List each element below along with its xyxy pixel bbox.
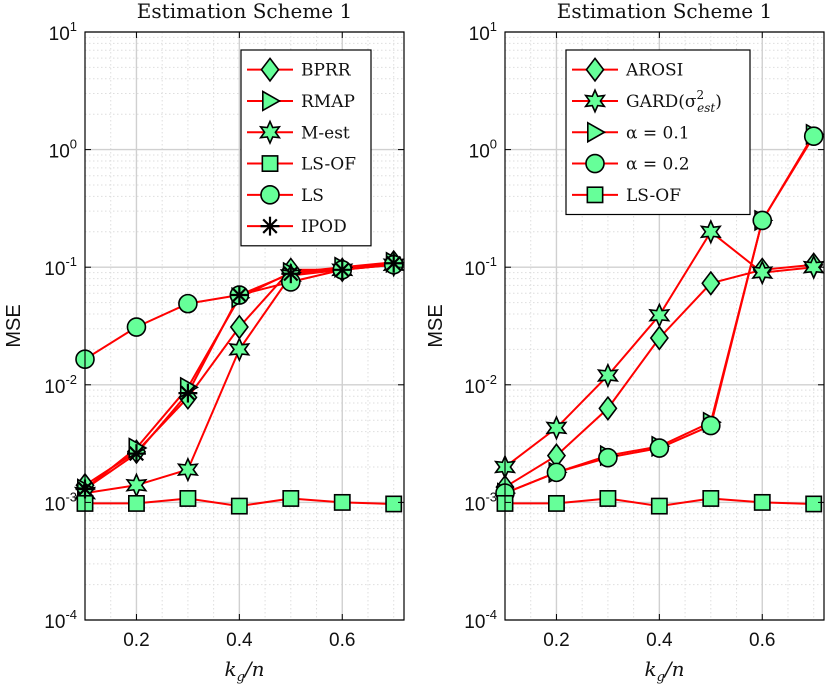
left-point-ls-of bbox=[385, 495, 403, 513]
right-y-tick-label: 101 bbox=[469, 19, 497, 45]
right-y-tick-label: 10-1 bbox=[464, 254, 497, 280]
left-point-ls-of bbox=[179, 490, 197, 507]
right-axes-box bbox=[504, 31, 825, 621]
right-x-tick-label: 0.2 bbox=[543, 630, 569, 651]
right-legend-marker--0-1 bbox=[586, 121, 607, 144]
left-y-tick-label: 100 bbox=[49, 137, 77, 163]
right-point-gard-est- bbox=[802, 254, 825, 280]
left-y-tick-label: 10-1 bbox=[44, 254, 77, 280]
left-point-ipod bbox=[332, 260, 352, 280]
left-ticks: 0.2 0.4 0.6 101 100 10-1 10-2 10-3 10-4 bbox=[44, 19, 404, 651]
left-legend-label-bprr: BPRR bbox=[301, 61, 352, 81]
right-legend-label--0-1: α = 0.1 bbox=[626, 123, 690, 143]
right-point-ls-of bbox=[650, 497, 668, 515]
right-point--0-2 bbox=[598, 447, 618, 468]
left-point-ls-of bbox=[128, 494, 145, 512]
right-y-tick-label: 100 bbox=[469, 137, 497, 163]
left-point-m-est bbox=[176, 456, 199, 483]
left-legend: BPRR RMAP M-est LS-OF LS IPOD bbox=[240, 49, 372, 247]
left-legend-marker-m-est bbox=[258, 119, 282, 146]
left-point-ipod bbox=[127, 444, 146, 464]
left-y-tick-label: 101 bbox=[49, 19, 77, 45]
left-legend-label-m-est: M-est bbox=[301, 123, 350, 143]
left-x-tick-label: 0.2 bbox=[123, 630, 149, 651]
right-ticks: 0.2 0.4 0.6 101 100 10-1 10-2 10-3 10-4 bbox=[464, 19, 824, 651]
right-x-tick-label: 0.6 bbox=[749, 630, 775, 651]
left-axes-box bbox=[84, 31, 405, 621]
left-y-tick-label: 10-4 bbox=[44, 607, 77, 633]
left-legend-marker-bprr bbox=[260, 57, 280, 83]
left-y-axis-label: MSE bbox=[3, 304, 25, 347]
right-legend-label-arosi: AROSI bbox=[625, 61, 683, 81]
right-y-axis-label: MSE bbox=[425, 304, 447, 347]
left-legend-marker-ipod bbox=[260, 216, 280, 236]
left-legend-label-rmap: RMAP bbox=[301, 92, 355, 112]
right-point--0-2 bbox=[649, 438, 670, 458]
right-point-ls-of bbox=[753, 493, 771, 511]
right-point-gard-est- bbox=[596, 362, 619, 389]
right-point-ls-of bbox=[599, 490, 617, 507]
right-point--0-2 bbox=[803, 126, 824, 147]
right-y-tick-label: 10-4 bbox=[464, 607, 497, 633]
left-legend-label-ipod: IPOD bbox=[301, 217, 347, 237]
right-legend: AROSI GARD(σ2 est) α = 0.1 α = 0.2 LS-OF bbox=[565, 49, 751, 216]
left-x-tick-label: 0.6 bbox=[329, 630, 355, 651]
left-legend-label-ls-of: LS-OF bbox=[301, 155, 356, 175]
right-x-axis-label: kg/n bbox=[644, 657, 684, 685]
left-point-ls-of bbox=[230, 497, 248, 515]
left-point-ls bbox=[126, 317, 147, 337]
right-point-gard-est- bbox=[751, 259, 774, 286]
right-chart-title: Estimation Scheme 1 bbox=[557, 0, 772, 23]
left-point-ls-of bbox=[333, 493, 351, 511]
right-y-tick-label: 10-3 bbox=[464, 489, 497, 515]
right-point-gard-est- bbox=[648, 302, 671, 329]
right-legend-marker--0-2 bbox=[585, 153, 605, 174]
left-legend-box bbox=[240, 49, 372, 247]
left-chart-title: Estimation Scheme 1 bbox=[137, 0, 352, 23]
left-x-tick-label: 0.4 bbox=[226, 630, 253, 651]
right-legend-marker-gard-est- bbox=[583, 88, 607, 114]
left-point-ipod bbox=[384, 253, 404, 273]
right-point-gard-est- bbox=[545, 415, 568, 441]
right-legend-label-gard-est-: GARD(σ2 est) bbox=[626, 88, 722, 115]
left-chart-panel: 0.2 0.4 0.6 101 100 10-1 10-2 10-3 10-4 Estimati… bbox=[3, 0, 405, 685]
right-point-ls-of bbox=[702, 490, 720, 507]
right-point-arosi bbox=[649, 325, 669, 351]
right-legend-marker-arosi bbox=[585, 57, 605, 83]
right-point-arosi bbox=[598, 395, 618, 421]
right-chart-panel: 0.2 0.4 0.6 101 100 10-1 10-2 10-3 10-4 Estimati… bbox=[425, 0, 825, 685]
left-y-tick-label: 10-2 bbox=[44, 372, 77, 398]
left-point-ls-of bbox=[282, 490, 300, 507]
left-point-m-est bbox=[228, 336, 251, 363]
right-x-tick-label: 0.4 bbox=[646, 630, 673, 651]
right-point-arosi bbox=[701, 270, 721, 296]
right-legend-label-ls-of: LS-OF bbox=[626, 186, 681, 206]
right-point-gard-est- bbox=[699, 219, 722, 245]
left-point-ipod bbox=[178, 383, 198, 403]
left-point-ipod bbox=[229, 285, 249, 305]
right-point--0-2 bbox=[752, 210, 773, 231]
left-legend-marker-ls bbox=[260, 185, 280, 205]
left-point-ipod bbox=[281, 264, 301, 284]
right-point--0-2 bbox=[546, 462, 567, 483]
left-y-tick-label: 10-3 bbox=[44, 489, 77, 515]
right-point--0-2 bbox=[701, 415, 721, 436]
left-point-ls bbox=[178, 293, 198, 314]
left-x-axis-label: kg/n bbox=[224, 657, 264, 685]
right-legend-label--0-2: α = 0.2 bbox=[626, 155, 690, 175]
right-series-markers bbox=[493, 123, 825, 515]
right-y-tick-label: 10-2 bbox=[464, 372, 497, 398]
left-legend-label-ls: LS bbox=[301, 186, 324, 206]
right-legend-marker-ls-of bbox=[586, 186, 604, 204]
right-point-ls-of bbox=[805, 495, 823, 513]
right-point-ls-of bbox=[548, 494, 565, 512]
left-legend-marker-rmap bbox=[261, 90, 282, 112]
left-legend-marker-ls-of bbox=[261, 155, 279, 172]
